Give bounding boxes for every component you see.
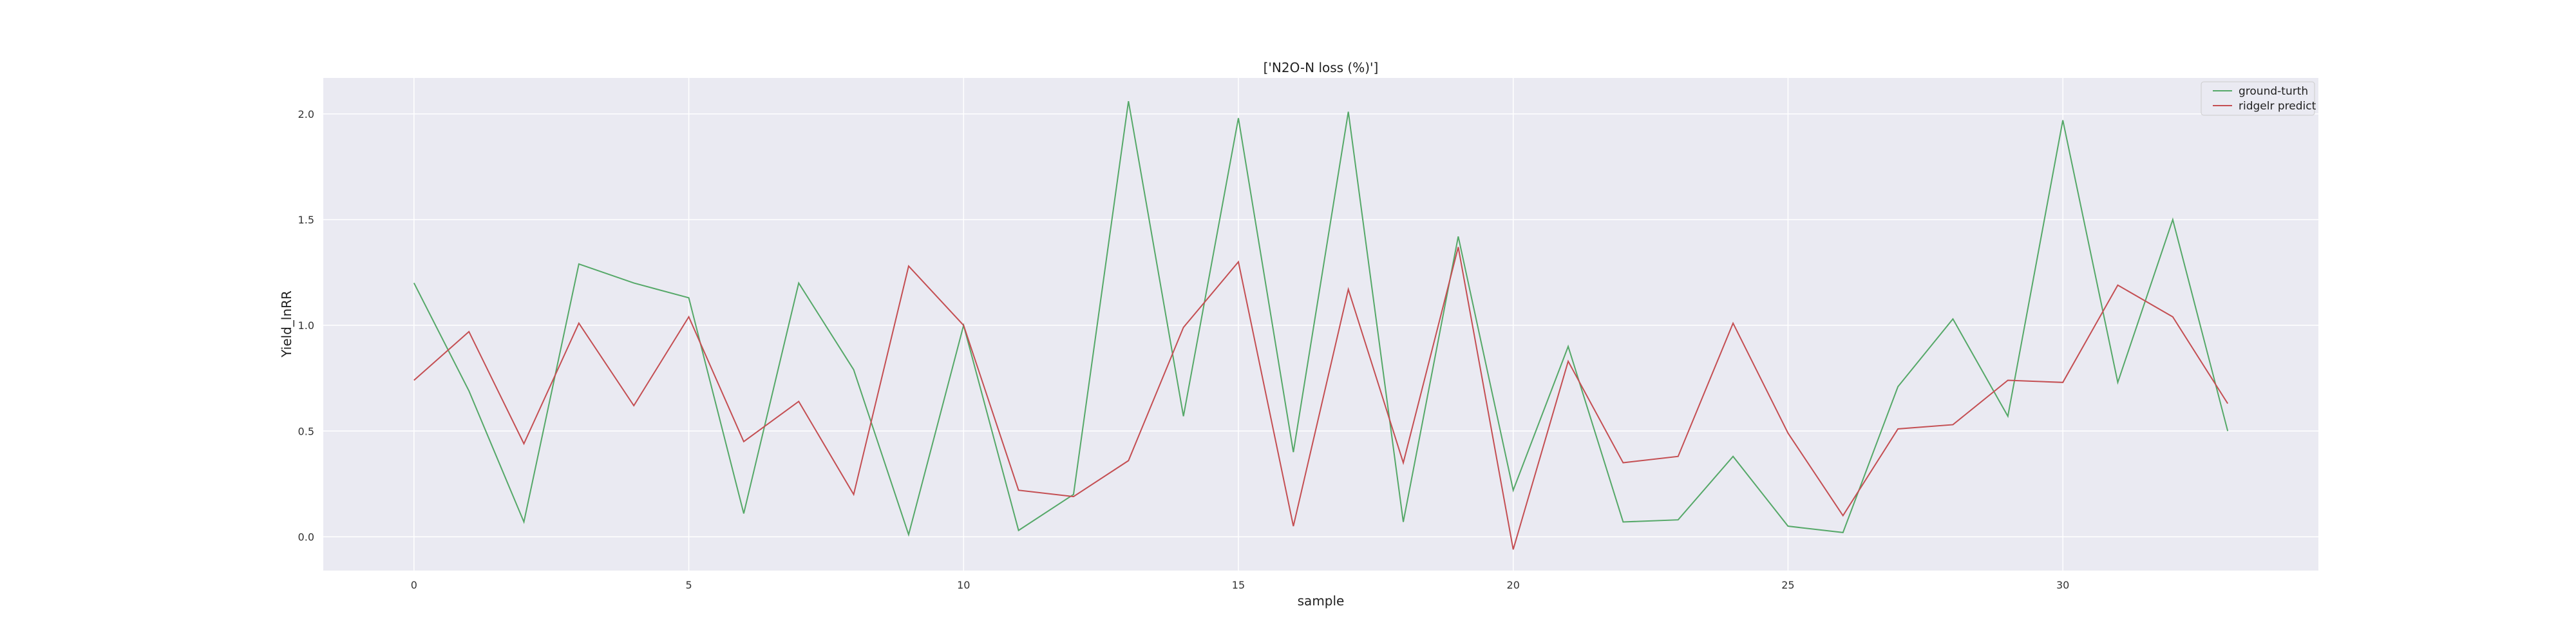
series-lines [413, 100, 2229, 550]
y-tick-label: 2.0 [298, 108, 314, 120]
x-tick-label: 10 [957, 579, 970, 591]
x-tick-label: 20 [1507, 579, 1520, 591]
x-tick-label: 30 [2056, 579, 2069, 591]
series-line-ground-turth [413, 100, 2229, 537]
legend-label-ridgelr-predict: ridgelr predict [2239, 100, 2316, 113]
x-tick-label: 0 [411, 579, 417, 591]
x-tick-label: 5 [685, 579, 692, 591]
series-line-ridgelr-predict [413, 247, 2229, 550]
x-tick-label: 25 [1781, 579, 1794, 591]
x-tick-label: 15 [1232, 579, 1245, 591]
y-tick-label: 0.0 [298, 531, 314, 543]
x-axis-label: sample [1298, 593, 1345, 609]
grid-lines [323, 78, 2318, 571]
y-tick-label: 1.0 [298, 319, 314, 332]
chart-title: ['N2O-N loss (%)'] [1264, 60, 1379, 75]
y-tick-label: 1.5 [298, 214, 314, 226]
legend-label-ground-turth: ground-turth [2239, 85, 2308, 98]
legend: ground-turth ridgelr predict [2201, 81, 2316, 116]
tick-labels: 0 5 10 15 20 25 30 0.0 0.5 1.0 1.5 2.0 [298, 108, 2070, 591]
plot-background [323, 78, 2318, 571]
y-tick-label: 0.5 [298, 425, 314, 437]
y-axis-label: Yield_lnRR [279, 290, 294, 358]
